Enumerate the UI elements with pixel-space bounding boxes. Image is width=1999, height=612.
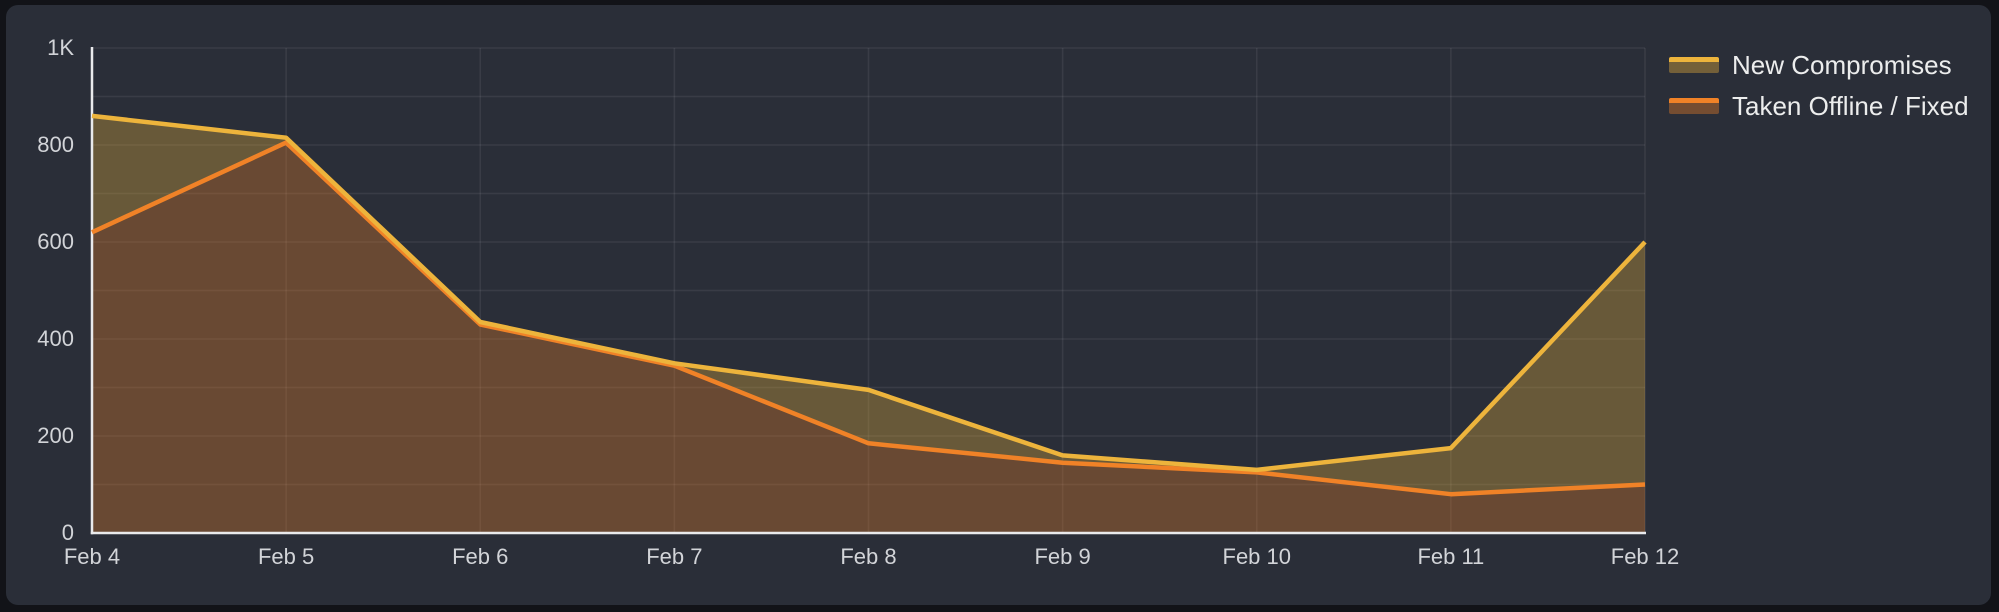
legend-item-taken-offline-fixed[interactable]: Taken Offline / Fixed <box>1669 90 1969 121</box>
legend-series-swatch-icon <box>1669 57 1719 73</box>
legend-series-label: Taken Offline / Fixed <box>1732 90 1969 121</box>
chart-legend: New Compromises Taken Offline / Fixed <box>1669 49 1969 121</box>
swatch-fill-color <box>1669 62 1719 73</box>
swatch-fill-color <box>1669 103 1719 114</box>
swatch-line-color <box>1669 98 1719 103</box>
legend-series-swatch-icon <box>1669 98 1719 114</box>
legend-item-new-compromises[interactable]: New Compromises <box>1669 49 1969 80</box>
area-fill-taken-offline-fixed <box>92 142 1645 533</box>
swatch-line-color <box>1669 57 1719 62</box>
series-line-new-compromises <box>91 113 1647 473</box>
chart-panel <box>6 5 1991 605</box>
area-fill-new-compromises <box>92 115 1645 495</box>
series-line-taken-offline-fixed <box>91 140 1646 497</box>
legend-series-label: New Compromises <box>1732 49 1952 80</box>
